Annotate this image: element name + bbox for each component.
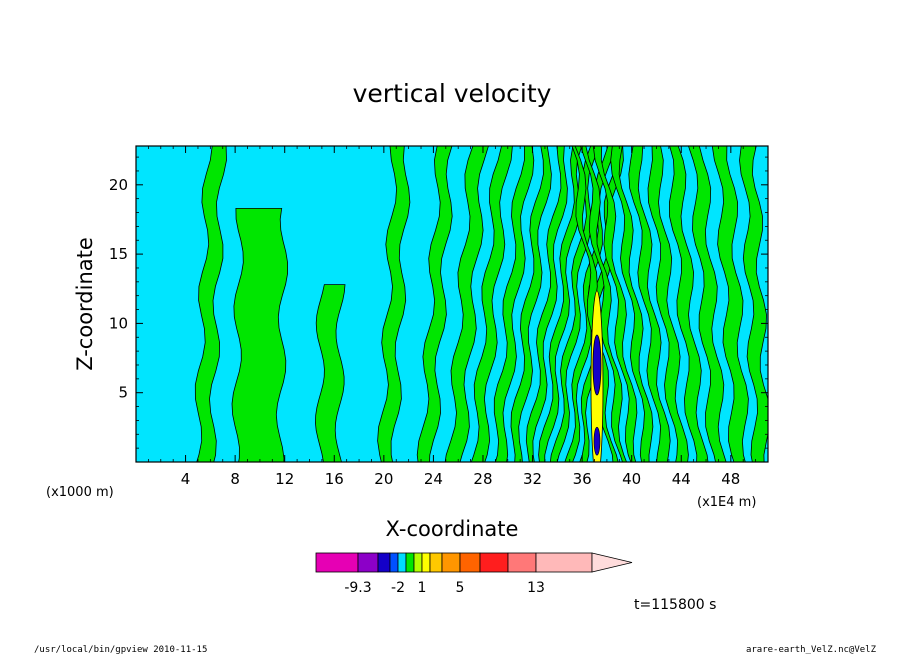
x-unit-right-label: (x1E4 m) <box>697 495 756 510</box>
colorbar-segment <box>535 552 593 573</box>
contour-region <box>610 146 654 462</box>
x-unit-label: (x1000 m) <box>46 485 114 500</box>
contour-region <box>711 146 749 462</box>
y-tick-label: 10 <box>109 314 128 332</box>
contour-region <box>580 146 627 462</box>
time-label: t=115800 s <box>634 597 716 613</box>
plot-frame <box>135 145 769 463</box>
core-lower <box>593 426 601 456</box>
colorbar-segment <box>479 552 509 573</box>
x-tick-label: 32 <box>523 470 542 488</box>
core-downdraft <box>592 334 602 396</box>
colorbar-segment <box>377 552 391 573</box>
x-tick-label: 12 <box>275 470 294 488</box>
contour-region <box>231 208 288 462</box>
contour-region <box>444 146 489 462</box>
colorbar-extend-arrow <box>591 552 633 573</box>
chart-title: vertical velocity <box>353 79 552 108</box>
x-tick-label: 40 <box>622 470 641 488</box>
contour-region <box>377 146 411 462</box>
colorbar-segment <box>413 552 423 573</box>
contour-region <box>538 146 583 462</box>
colorbar-label: 13 <box>527 580 545 596</box>
x-tick-label: 44 <box>672 470 691 488</box>
contour-region <box>628 146 671 462</box>
x-tick-label: 28 <box>473 470 492 488</box>
contour-region <box>688 146 727 462</box>
contour-region <box>493 146 535 462</box>
contour-region <box>194 146 227 462</box>
colorbar-segment <box>507 552 537 573</box>
y-tick-label: 20 <box>109 176 128 194</box>
contour-region <box>564 146 615 462</box>
colorbar-segment <box>389 552 399 573</box>
colorbar-segment <box>397 552 407 573</box>
x-tick-label: 36 <box>573 470 592 488</box>
colorbar-segment <box>429 552 443 573</box>
x-tick-label: 4 <box>181 470 191 488</box>
y-axis-label: Z-coordinate <box>73 237 97 371</box>
x-tick-label: 16 <box>325 470 344 488</box>
contour-region <box>314 284 346 462</box>
colorbar-label: -9.3 <box>344 580 371 596</box>
colorbar-segment <box>315 552 359 573</box>
x-tick-label: 8 <box>230 470 240 488</box>
contour-region <box>668 146 709 462</box>
contour-region <box>525 146 568 462</box>
x-tick-label: 24 <box>424 470 443 488</box>
y-axis-ticks: 5 10 15 20 <box>109 156 768 449</box>
contour-region <box>592 146 638 462</box>
colorbar <box>315 552 633 573</box>
contour-region <box>470 146 513 462</box>
footer-left: /usr/local/bin/gpview 2010-11-15 <box>34 645 207 654</box>
colorbar-labels: -9.3 -2 1 5 13 <box>344 580 545 596</box>
contour-region <box>739 146 768 462</box>
colorbar-label: -2 <box>391 580 405 596</box>
contour-region <box>510 146 552 462</box>
x-tick-label: 20 <box>374 470 393 488</box>
y-tick-label: 5 <box>118 384 128 402</box>
colorbar-segment <box>421 552 431 573</box>
contour-field <box>194 146 768 462</box>
contour-region <box>416 146 453 462</box>
colorbar-segment <box>357 552 379 573</box>
y-tick-label: 15 <box>109 245 128 263</box>
contour-region <box>647 146 689 462</box>
x-tick-label: 48 <box>721 470 740 488</box>
colorbar-segment <box>441 552 461 573</box>
footer-right: arare-earth_VelZ.nc@VelZ <box>746 645 877 654</box>
colorbar-label: 1 <box>418 580 427 596</box>
x-axis-label: X-coordinate <box>386 517 519 541</box>
colorbar-segment <box>405 552 415 573</box>
x-axis-ticks: 4 8 12 16 20 24 28 32 36 40 44 48 <box>147 146 757 488</box>
contour-region <box>549 146 600 462</box>
colorbar-label: 5 <box>456 580 465 596</box>
colorbar-segment <box>459 552 481 573</box>
